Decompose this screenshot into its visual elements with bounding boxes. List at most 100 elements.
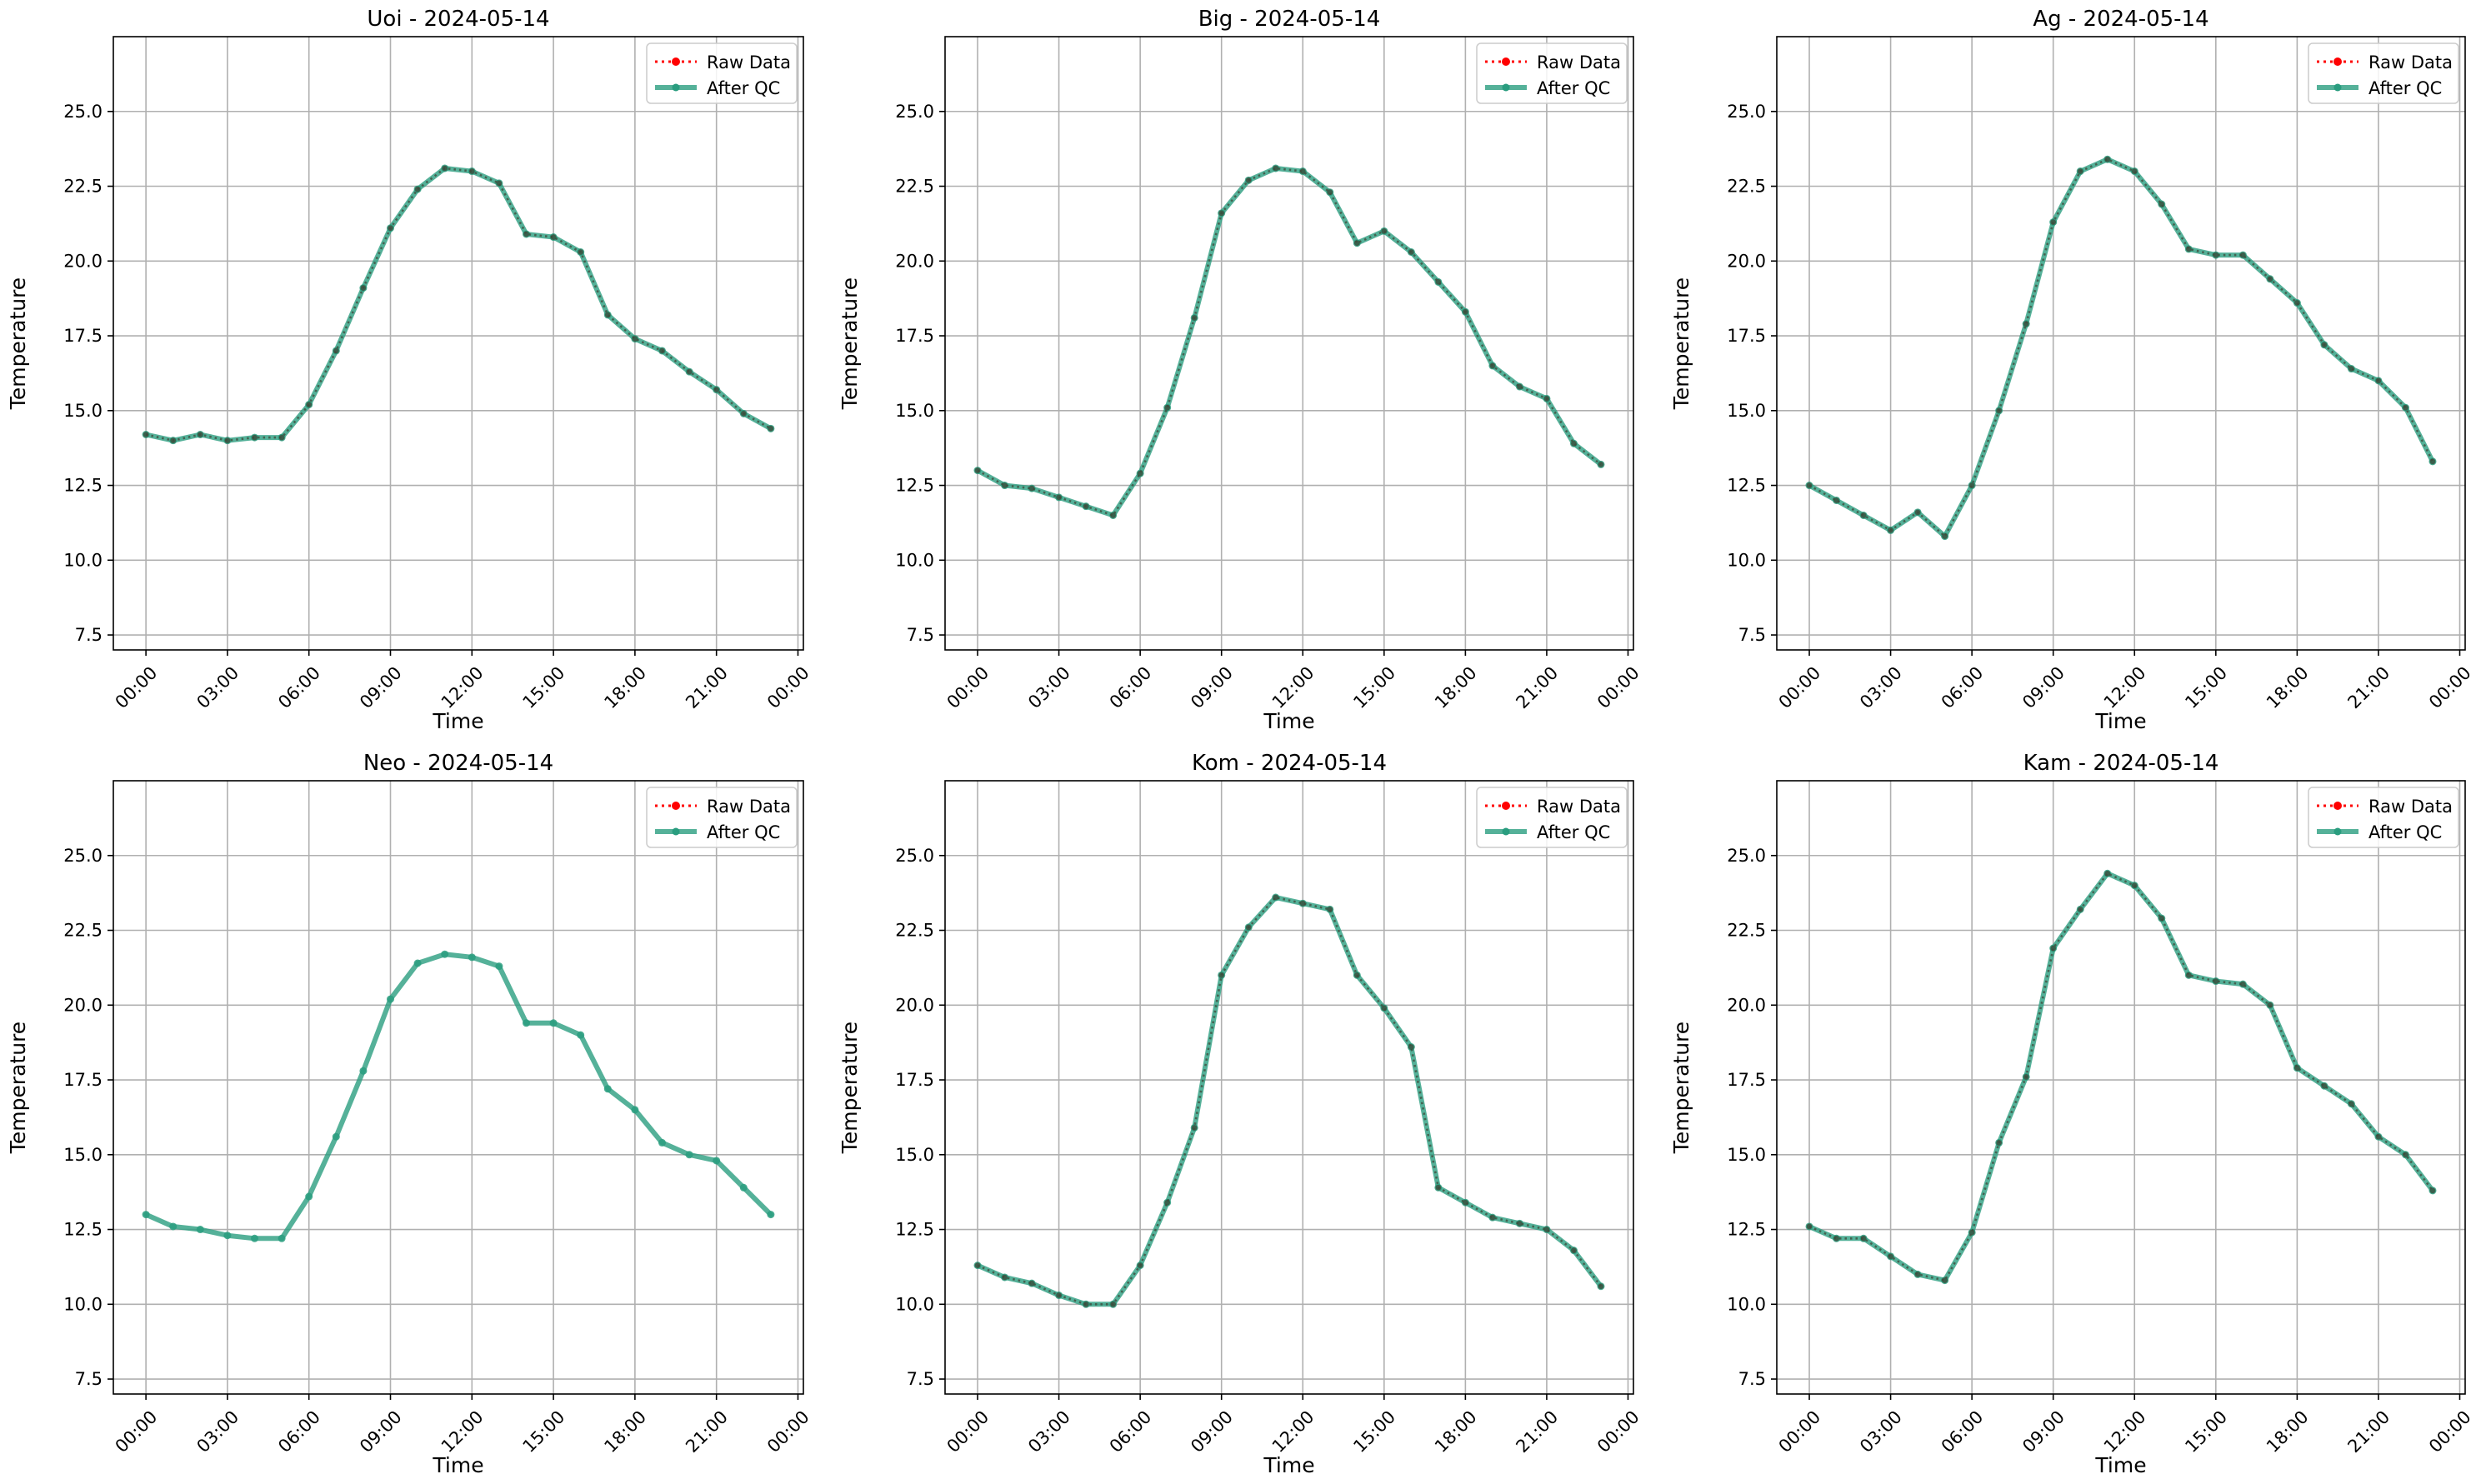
- x-tick-label: 15:00: [519, 1407, 569, 1457]
- subplot-title: Uoi - 2024-05-14: [367, 7, 549, 32]
- after-qc-point: [169, 1222, 178, 1231]
- raw-data-point: [1489, 1214, 1496, 1221]
- raw-data-point: [974, 467, 981, 473]
- raw-data-point: [1137, 1262, 1143, 1269]
- legend-qc-marker: [672, 83, 680, 92]
- after-qc-point: [685, 1151, 693, 1159]
- y-tick-label: 20.0: [63, 995, 103, 1015]
- raw-data-point: [2023, 321, 2029, 327]
- raw-data-point: [468, 168, 475, 174]
- raw-data-point: [2131, 882, 2138, 889]
- y-axis-title: Temperature: [1669, 1022, 1693, 1154]
- subplot-2: 7.5 10.0 12.5 15.0 17.5 20.0 22.5 25.0 00:00 03:0…: [838, 7, 1643, 733]
- raw-data-point: [2293, 1065, 2300, 1072]
- raw-data-point: [1110, 512, 1117, 518]
- after-qc-point: [549, 1019, 558, 1027]
- x-tick-label: 00:00: [2425, 1407, 2475, 1457]
- x-tick-label: 18:00: [1431, 662, 1481, 712]
- raw-data-point: [1543, 1227, 1550, 1232]
- legend-raw-label: Raw Data: [707, 797, 791, 817]
- y-tick-label: 15.0: [895, 401, 934, 421]
- raw-data-point: [1381, 1005, 1388, 1012]
- legend: Raw Data After QC: [646, 42, 798, 104]
- raw-data-point: [143, 432, 149, 437]
- subplot-6: 7.5 10.0 12.5 15.0 17.5 20.0 22.5 25.0 00:00 03:0…: [1669, 751, 2475, 1477]
- x-tick-label: 15:00: [1349, 1407, 1399, 1457]
- y-tick-label: 22.5: [895, 177, 934, 197]
- y-tick-label: 7.5: [1738, 625, 1766, 645]
- raw-data-point: [550, 234, 557, 240]
- raw-data-point: [1353, 240, 1360, 247]
- series-raw-data-line: [1808, 872, 2434, 1282]
- y-tick-label: 12.5: [895, 1220, 934, 1240]
- raw-data-point: [1327, 906, 1333, 912]
- axes-frame: [113, 780, 804, 1395]
- legend-qc-marker: [1502, 827, 1510, 836]
- after-qc-point: [359, 1067, 368, 1075]
- raw-data-point: [224, 437, 231, 444]
- raw-data-point: [1245, 177, 1252, 183]
- x-tick-label: 03:00: [193, 1407, 243, 1457]
- raw-data-point: [2375, 1133, 2382, 1140]
- legend-raw-label: Raw Data: [2368, 797, 2453, 817]
- x-tick-label: 21:00: [1512, 662, 1562, 712]
- raw-data-point: [659, 347, 665, 354]
- raw-data-point: [1833, 497, 1839, 503]
- after-qc-point: [767, 1211, 775, 1219]
- raw-data-point: [2158, 201, 2165, 207]
- after-qc-point: [223, 1232, 232, 1240]
- raw-data-point: [2267, 1002, 2273, 1008]
- raw-data-point: [2429, 1187, 2436, 1194]
- x-axis-title: Time: [1263, 709, 1314, 733]
- after-qc-point: [278, 1234, 286, 1242]
- raw-data-point: [1543, 396, 1550, 402]
- legend-raw-label: Raw Data: [707, 52, 791, 72]
- legend-qc-label: After QC: [2368, 822, 2442, 842]
- y-tick-label: 15.0: [1727, 401, 1766, 421]
- raw-data-point: [1381, 227, 1388, 234]
- y-tick-label: 15.0: [63, 1145, 103, 1165]
- legend: Raw Data After QC: [646, 787, 798, 848]
- x-tick-label: 00:00: [943, 1407, 993, 1457]
- x-tick-label: 00:00: [763, 1407, 813, 1457]
- raw-data-point: [333, 347, 339, 354]
- raw-data-point: [1273, 894, 1279, 901]
- y-tick-label: 25.0: [63, 846, 103, 866]
- raw-data-point: [740, 410, 747, 417]
- y-tick-label: 15.0: [63, 401, 103, 421]
- raw-data-point: [1571, 440, 1577, 447]
- y-axis-title: Temperature: [838, 1022, 862, 1154]
- raw-data-point: [2185, 246, 2192, 252]
- y-axis-title: Temperature: [6, 1022, 30, 1154]
- x-tick-label: 00:00: [1775, 1407, 1825, 1457]
- raw-data-point: [1489, 362, 1496, 369]
- grid: [945, 781, 1633, 1394]
- series-raw-data-line: [977, 896, 1603, 1306]
- y-tick-label: 20.0: [895, 251, 934, 271]
- after-qc-point: [603, 1085, 612, 1093]
- after-qc-point: [196, 1226, 204, 1234]
- grid: [113, 781, 803, 1394]
- series-after-qc-line: [1807, 157, 2435, 539]
- y-tick-label: 7.5: [1738, 1369, 1766, 1389]
- x-tick-label: 18:00: [2263, 662, 2313, 712]
- x-tick-label: 06:00: [1106, 1407, 1156, 1457]
- raw-data-point: [2348, 1101, 2354, 1107]
- x-tick-label: 15:00: [1349, 662, 1399, 712]
- raw-data-point: [2213, 978, 2219, 984]
- raw-data-point: [1968, 482, 1975, 488]
- subplot-title: Neo - 2024-05-14: [363, 751, 553, 776]
- x-tick-label: 12:00: [438, 1407, 488, 1457]
- raw-data-point: [1110, 1301, 1117, 1307]
- x-tick-label: 06:00: [1938, 662, 1988, 712]
- raw-data-point: [1914, 509, 1921, 516]
- raw-data-point: [1435, 1184, 1442, 1191]
- after-qc-point: [631, 1106, 639, 1114]
- raw-data-point: [2429, 458, 2436, 465]
- x-tick-label: 00:00: [763, 662, 813, 712]
- raw-data-point: [1860, 1235, 1867, 1242]
- raw-data-point: [2239, 252, 2246, 258]
- raw-data-point: [496, 180, 503, 187]
- x-tick-label: 03:00: [193, 662, 243, 712]
